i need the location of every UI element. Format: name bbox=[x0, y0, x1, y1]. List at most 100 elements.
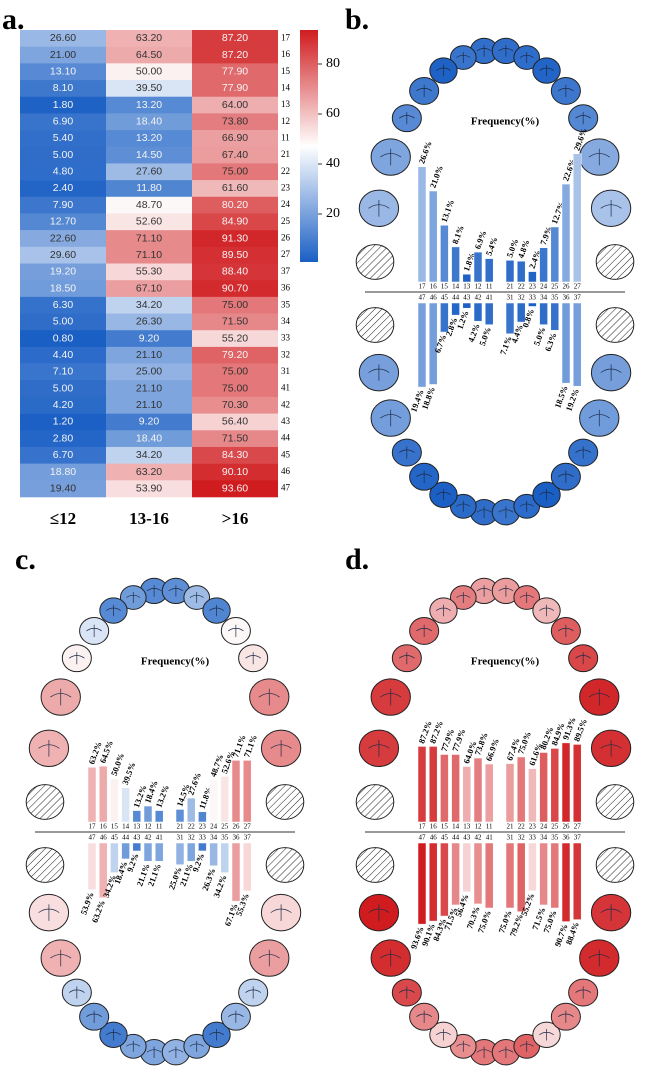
heatmap-cell bbox=[20, 363, 106, 381]
bar bbox=[220, 842, 230, 873]
cell-label: 5.00 bbox=[53, 382, 74, 394]
tooth-number: 41 bbox=[486, 294, 494, 302]
cell-label: 19.40 bbox=[50, 482, 76, 494]
cell-label: 75.00 bbox=[222, 366, 248, 378]
bar bbox=[132, 842, 142, 852]
cell-label: 11.80 bbox=[136, 182, 162, 194]
heatmap-cell bbox=[192, 330, 278, 348]
heatmap-cell bbox=[192, 30, 278, 47]
cell-label: 90.70 bbox=[222, 282, 248, 294]
cell-label: 48.70 bbox=[136, 199, 162, 211]
tooth-detail bbox=[38, 740, 60, 757]
row-label: 22 bbox=[281, 166, 290, 176]
bar bbox=[417, 746, 427, 823]
bar bbox=[516, 260, 526, 283]
tooth-number: 37 bbox=[574, 294, 582, 302]
cell-label: 61.60 bbox=[222, 182, 248, 194]
cell-label: 6.90 bbox=[53, 116, 74, 128]
bar bbox=[121, 787, 130, 823]
tooth-detail bbox=[398, 446, 415, 459]
heatmap-cell bbox=[20, 46, 106, 64]
colorbar bbox=[300, 30, 318, 262]
tooth-detail bbox=[519, 1040, 534, 1052]
bar bbox=[154, 842, 164, 862]
tooth-number: 26 bbox=[233, 823, 241, 831]
cell-label: 84.30 bbox=[222, 449, 248, 461]
tooth-number: 31 bbox=[507, 294, 515, 302]
heatmap-cell bbox=[106, 196, 192, 214]
tooth-number: 31 bbox=[507, 834, 515, 842]
tooth-detail bbox=[476, 506, 492, 518]
tooth-number: 34 bbox=[540, 834, 548, 842]
tooth-detail bbox=[558, 84, 574, 98]
panel-title: Frequency(%) bbox=[471, 116, 540, 128]
tooth-detail bbox=[106, 1029, 121, 1041]
heatmap-cell bbox=[192, 180, 278, 198]
bar bbox=[175, 842, 185, 865]
cell-label: 2.40 bbox=[53, 182, 74, 194]
cell-label: 70.30 bbox=[222, 399, 248, 411]
tooth-detail bbox=[456, 500, 471, 512]
cell-label: 93.60 bbox=[222, 482, 248, 494]
cell-label: 21.10 bbox=[136, 349, 162, 361]
cell-label: 63.20 bbox=[136, 466, 162, 478]
cell-label: 56.40 bbox=[222, 416, 248, 428]
tooth-detail bbox=[86, 624, 102, 638]
tooth-number: 42 bbox=[475, 294, 483, 302]
tooth-detail bbox=[209, 604, 224, 617]
tooth-number: 41 bbox=[156, 834, 164, 842]
tooth-detail bbox=[476, 1046, 492, 1058]
bar bbox=[539, 842, 548, 906]
heatmap-cell bbox=[192, 413, 278, 431]
tooth-detail bbox=[270, 740, 292, 757]
panel: a. 26.60 63.20 87.20 17 21.00 64.50 87.20 16 13.1… bbox=[2, 3, 340, 528]
tooth-detail bbox=[398, 112, 415, 125]
tooth-detail bbox=[146, 585, 162, 597]
bar bbox=[242, 842, 252, 892]
tooth-number: 13 bbox=[463, 823, 471, 831]
tooth-detail bbox=[575, 112, 592, 125]
cell-label: 26.60 bbox=[50, 32, 76, 44]
cell-label: 27.60 bbox=[136, 166, 162, 178]
cell-label: 34.20 bbox=[136, 299, 162, 311]
tooth-number: 47 bbox=[419, 834, 427, 842]
heatmap-cell bbox=[20, 396, 106, 414]
tooth-number: 21 bbox=[507, 283, 515, 291]
panel-label: c. bbox=[15, 543, 36, 576]
heatmap-cell bbox=[106, 230, 192, 248]
cell-label: 18.80 bbox=[50, 466, 76, 478]
cell-label: 39.50 bbox=[136, 82, 162, 94]
tooth-detail bbox=[38, 904, 60, 921]
tooth-detail bbox=[126, 1040, 141, 1052]
bar bbox=[440, 842, 449, 917]
row-label: 46 bbox=[281, 466, 291, 476]
colorbar-tick-label: 20 bbox=[326, 206, 340, 221]
cell-label: 13.20 bbox=[136, 132, 162, 144]
third-molar bbox=[355, 307, 395, 343]
cell-label: 12.70 bbox=[50, 216, 76, 228]
cell-label: 53.90 bbox=[136, 482, 162, 494]
heatmap-cell bbox=[20, 313, 106, 331]
bar bbox=[528, 842, 537, 892]
tooth-number: 27 bbox=[574, 823, 582, 831]
tooth-number: 21 bbox=[507, 823, 515, 831]
tooth-number: 43 bbox=[463, 294, 471, 302]
cell-label: 80.20 bbox=[222, 199, 248, 211]
heatmap-cell bbox=[192, 280, 278, 298]
row-label: 32 bbox=[281, 349, 290, 359]
bar bbox=[87, 766, 97, 823]
tooth-number: 42 bbox=[145, 834, 153, 842]
bar bbox=[539, 752, 548, 823]
bar bbox=[528, 768, 537, 823]
bar bbox=[451, 246, 460, 283]
tooth-detail bbox=[539, 1029, 554, 1041]
heatmap-cell bbox=[20, 146, 106, 164]
cell-label: 87.20 bbox=[222, 49, 248, 61]
heatmap-cell bbox=[192, 480, 278, 498]
bar bbox=[451, 302, 460, 316]
tooth-number: 24 bbox=[210, 823, 218, 831]
tooth-number: 32 bbox=[518, 294, 526, 302]
bar bbox=[209, 779, 218, 823]
bar bbox=[561, 842, 571, 922]
